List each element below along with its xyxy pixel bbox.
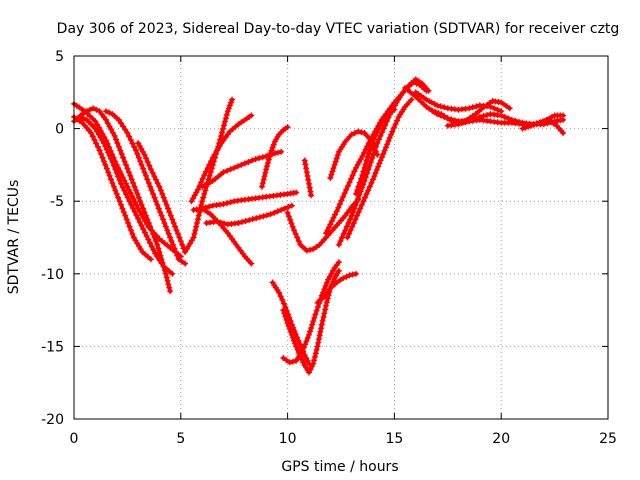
- x-axis-label: GPS time / hours: [281, 459, 398, 475]
- series-arc-7: [188, 112, 255, 205]
- series-arc-23: [353, 106, 398, 197]
- series-markers: [199, 148, 285, 190]
- series-markers: [301, 157, 315, 199]
- x-tick-label: 25: [599, 431, 617, 447]
- series-markers: [188, 112, 255, 205]
- series-arc-12: [199, 205, 255, 267]
- series-arc-9: [259, 124, 291, 190]
- series-markers: [519, 116, 567, 136]
- series-arc-28: [519, 116, 567, 136]
- x-tick-label: 5: [176, 431, 185, 447]
- series-arc-5: [103, 108, 189, 267]
- x-tick-label: 20: [492, 431, 510, 447]
- series-band: [72, 101, 183, 259]
- series-markers: [103, 108, 189, 267]
- y-tick-label: 5: [55, 49, 64, 65]
- series-arc-22: [327, 128, 381, 181]
- series-markers: [77, 105, 174, 295]
- axis-ticks: 0 5 10 15 20 25 5 0 -5 -10 -15 -20: [41, 49, 617, 447]
- series-arc-13: [269, 279, 312, 367]
- series-band: [324, 80, 429, 236]
- series-markers: [314, 270, 359, 306]
- chart-title: Day 306 of 2023, Sidereal Day-to-day VTE…: [57, 21, 620, 37]
- series-arc-21: [344, 96, 415, 241]
- x-tick-label: 0: [70, 431, 79, 447]
- series-markers: [199, 205, 255, 267]
- series-arc-17: [284, 196, 362, 254]
- series-markers: [71, 100, 184, 260]
- series-markers: [327, 128, 381, 181]
- x-tick-label: 10: [279, 431, 297, 447]
- series-markers: [335, 76, 432, 248]
- y-tick-label: -20: [41, 412, 64, 428]
- series-markers: [344, 96, 415, 241]
- series-band: [72, 115, 153, 262]
- series-arc-4: [77, 105, 174, 295]
- series-markers: [353, 106, 398, 197]
- series-arc-1: [71, 100, 184, 260]
- y-tick-label: -5: [50, 194, 64, 210]
- plot-frame: [73, 55, 609, 420]
- series-markers: [284, 196, 362, 254]
- series-markers: [259, 124, 291, 190]
- series-markers: [203, 202, 295, 228]
- data-series: [71, 76, 567, 376]
- series-arc-15: [280, 259, 342, 366]
- series-arc-16: [314, 270, 359, 306]
- y-axis-label: SDTVAR / TECUs: [6, 180, 22, 295]
- x-tick-label: 15: [385, 431, 403, 447]
- series-arc-20: [335, 76, 432, 248]
- series-markers: [280, 259, 342, 366]
- series-arc-18: [301, 157, 315, 199]
- y-tick-label: -15: [41, 339, 64, 355]
- y-tick-label: -10: [41, 267, 64, 283]
- y-tick-label: 0: [55, 122, 64, 138]
- series-band: [200, 206, 254, 266]
- series-band: [336, 77, 431, 247]
